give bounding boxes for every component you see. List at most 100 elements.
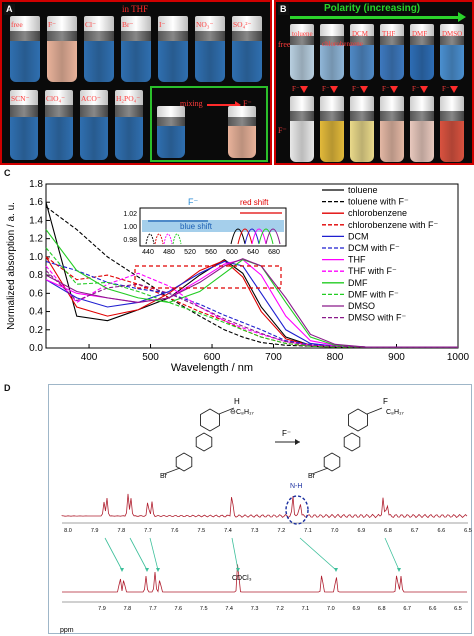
y-tick-label-9: 1.8 [29, 179, 43, 190]
nmr-bottom-tick-10: 6.9 [352, 606, 360, 612]
mol-right-br: Br [308, 473, 316, 480]
series-line-10 [45, 258, 458, 348]
solvent-down-arrow-1 [330, 86, 338, 93]
molecule-left [163, 407, 235, 475]
inset-blue-peak-1 [154, 233, 164, 245]
x-tick-label-1: 500 [142, 352, 159, 363]
nmr-top-tick-12: 6.8 [384, 528, 392, 534]
vial-b-f-0 [290, 96, 314, 162]
y-tick-label-4: 0.8 [29, 270, 43, 281]
nmr-bottom-tick-2: 7.7 [149, 606, 157, 612]
mixing-target-label: F⁻ [243, 99, 252, 108]
solvent-down-arrow-0 [300, 86, 308, 93]
mol-left-br: Br [160, 473, 168, 480]
nmr-top-tick-6: 7.4 [224, 528, 232, 534]
correlation-line-5 [384, 537, 400, 571]
legend-label-3: chlorobenzene with F⁻ [348, 220, 439, 230]
nmr-top-tick-0: 8.0 [64, 528, 72, 534]
reaction-arrow-head [295, 439, 300, 445]
inset-red-shift: red shift [240, 198, 269, 207]
solvent-f-label-1: F⁻ [322, 85, 330, 93]
legend-label-2: chlorobenzene [348, 208, 407, 218]
vial-b-f-2 [350, 96, 374, 162]
nmr-bottom-tick-13: 6.6 [429, 606, 437, 612]
correlation-head-5 [397, 568, 401, 572]
solvent-label-4: DMF [412, 30, 428, 38]
nmr-top-tick-9: 7.1 [304, 528, 312, 534]
mol-left-charge: ⊖ [230, 409, 236, 416]
inset-peak-2 [244, 228, 260, 245]
vial-b-free-4 [410, 24, 434, 80]
inset-f-label: F⁻ [188, 197, 198, 207]
nmr-bottom-tick-12: 6.7 [403, 606, 411, 612]
vial-a-bottom-3-label: H₂PO₄⁻ [116, 94, 141, 103]
nmr-bottom-tick-3: 7.6 [174, 606, 182, 612]
nmr-bottom-tick-14: 6.5 [454, 606, 462, 612]
solvent-label-3: THF [382, 30, 396, 38]
nh-highlight [285, 495, 309, 525]
vial-a-top-4 [158, 16, 188, 82]
legend-label-6: THF [348, 255, 366, 265]
mixing-label: mixing [180, 99, 203, 108]
molecule-right [311, 407, 383, 475]
y-axis-label: Normalized absorption / a. u. [6, 202, 17, 330]
mol-left-chain: C₈H₁₇ [236, 409, 254, 416]
vial-a-bottom-2 [80, 90, 108, 160]
vial-b-free-2 [350, 24, 374, 80]
mol-left-h: H [234, 397, 240, 406]
vial-b-free-1 [320, 24, 344, 80]
solvent-down-arrow-3 [390, 86, 398, 93]
inset-y-tick-1: 1.00 [123, 224, 137, 231]
inset-x-tick-6: 680 [268, 249, 280, 256]
panel-a-letter: A [4, 4, 15, 15]
y-tick-label-0: 0.0 [29, 343, 43, 354]
mol-right-f: F [383, 397, 388, 406]
nmr-top-tick-4: 7.6 [171, 528, 179, 534]
inset-peak-0 [230, 228, 246, 245]
inset-band [142, 220, 284, 232]
panel-a: A in THF mixing F⁻ free F⁻ Cl⁻ Br⁻ I⁻ NO₃⁻ SO₄… [0, 0, 272, 165]
nmr-bottom-tick-4: 7.5 [200, 606, 208, 612]
nmr-bottom-tick-5: 7.4 [225, 606, 233, 612]
solvent-label-1: chlorobenzene [322, 40, 363, 48]
inset-peak-4 [258, 228, 274, 245]
molecule-left-ring-top [200, 408, 220, 432]
correlation-head-4 [334, 568, 338, 572]
nmr-top-tick-8: 7.2 [278, 528, 286, 534]
vial-a-top-0 [10, 16, 40, 82]
inset-y-tick-2: 0.98 [123, 237, 137, 244]
molecule-left-ring-mid [195, 432, 213, 452]
polarity-arrow-head [458, 12, 466, 22]
vial-b-free-0 [290, 24, 314, 80]
nmr-spectrum-top [61, 493, 468, 519]
nmr-top-tick-7: 7.3 [251, 528, 259, 534]
vial-a-top-0-label: free [11, 20, 23, 29]
panel-b-letter: B [278, 4, 289, 15]
x-tick-label-2: 600 [204, 352, 221, 363]
x-tick-label-4: 800 [327, 352, 344, 363]
solvent-down-arrow-2 [360, 86, 368, 93]
vial-a-top-2-label: Cl⁻ [85, 20, 97, 29]
zoom-box [134, 265, 282, 289]
molecule-right-ring-top [348, 408, 368, 432]
correlation-head-1 [145, 568, 149, 572]
molecule-right-bond-n [366, 407, 383, 415]
nmr-top-tick-1: 7.9 [91, 528, 99, 534]
x-axis-label: Wavelength / nm [171, 362, 253, 374]
polarity-title: Polarity (increasing) [324, 3, 421, 14]
molecule-left-bond-br [163, 467, 181, 475]
correlation-head-0 [120, 568, 124, 572]
correlation-head-2 [156, 568, 160, 572]
vial-b-free-3 [380, 24, 404, 80]
nmr-ppm-label: ppm [60, 627, 74, 634]
polarity-arrow [290, 16, 460, 19]
vial-b-f-4 [410, 96, 434, 162]
nmr-bottom-tick-0: 7.9 [98, 606, 106, 612]
nmr-top-tick-10: 7.0 [331, 528, 339, 534]
inset-x-tick-3: 560 [205, 249, 217, 256]
legend-label-7: THF with F⁻ [348, 266, 397, 276]
nmr-top-tick-11: 6.9 [358, 528, 366, 534]
nmr-bottom-tick-1: 7.8 [124, 606, 132, 612]
molecule-right-bond-br [311, 467, 329, 475]
vial-a-top-3-label: Br⁻ [122, 20, 134, 29]
